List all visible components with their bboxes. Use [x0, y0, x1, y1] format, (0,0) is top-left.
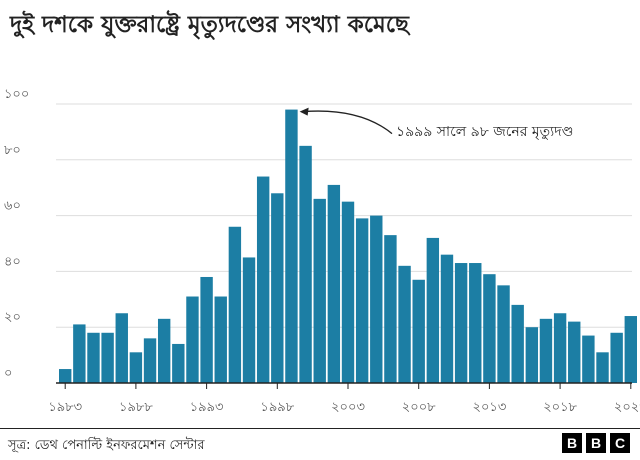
bar-1988 [129, 352, 143, 383]
bar-2018 [553, 313, 567, 383]
bar-2012 [469, 263, 482, 383]
source-note: সূত্র: ডেথ পেনাল্টি ইনফরমেশন সেন্টার [8, 438, 205, 453]
y-tick-label: ৪০ [4, 254, 21, 269]
bars [59, 109, 637, 383]
x-tick-label: ১৯৮৩ [48, 400, 82, 415]
logo-letter: B [586, 433, 606, 453]
bar-2001 [313, 198, 326, 383]
bar-2009 [426, 237, 440, 383]
y-axis-ticks: ০ ২০ ৪০ ৬০ ৮০ ১০০ [4, 87, 29, 381]
bar-2016 [525, 327, 539, 383]
bar-2021 [596, 352, 609, 383]
logo-letter: B [562, 433, 582, 453]
x-tick-label: ১৯৮৮ [119, 400, 153, 415]
bar-2015 [511, 304, 524, 383]
bar-2004 [355, 218, 369, 383]
bar-1991 [172, 343, 185, 383]
chart-title: দুই দশকে যুক্তরাষ্ট্রে মৃত্যুদণ্ডের সংখ্… [10, 12, 409, 38]
bar-1983 [59, 369, 72, 383]
bar-1995 [228, 226, 242, 383]
bbc-logo: B B C [562, 433, 630, 453]
bar-2007 [398, 265, 411, 383]
x-tick-label: ২০২৩ [614, 400, 640, 415]
bar-1996 [242, 257, 256, 383]
x-tick-label: ১৯৯৩ [190, 400, 224, 415]
annotation-arrow [303, 110, 393, 135]
annotation-label: ১৯৯৯ সালে ৯৮ জনের মৃত্যুদণ্ড [396, 124, 573, 140]
logo-letter: C [610, 433, 630, 453]
bar-1992 [186, 296, 199, 383]
bar-2022 [610, 332, 623, 383]
bar-2019 [568, 321, 581, 383]
bar-2023 [624, 316, 637, 383]
bar-1989 [143, 338, 157, 383]
annotation-arrowhead [299, 107, 309, 116]
bar-1999 [285, 109, 298, 383]
x-tick-label: ২০১৩ [473, 400, 507, 415]
x-axis: ১৯৮৩ ১৯৮৮ ১৯৯৩ ১৯৯৮ ২০০৩ ২০০৮ ২০১৩ ২০১৮ ২০২৩ [48, 382, 640, 415]
bar-2013 [483, 274, 496, 383]
bar-2014 [497, 285, 510, 383]
y-tick-label: ১০০ [4, 87, 29, 102]
x-tick-label: ১৯৯৮ [260, 400, 294, 415]
bar-2003 [341, 201, 355, 383]
bar-2002 [327, 184, 341, 383]
footer-divider [0, 428, 640, 429]
bar-2020 [582, 335, 595, 383]
bar-chart: ০ ২০ ৪০ ৬০ ৮০ ১০০ ১৯৮৩ ১৯৮৮ ১৯৯৩ ১৯৯৮ ২০০৩ ২০০৮ ২০১… [4, 87, 640, 415]
bar-2017 [539, 318, 553, 383]
bar-2011 [454, 263, 468, 383]
y-tick-label: ২০ [4, 310, 21, 325]
bar-1986 [101, 332, 114, 383]
bar-2010 [440, 254, 454, 383]
bar-1990 [157, 318, 171, 383]
bar-1984 [73, 324, 86, 383]
x-tick-label: ২০০৩ [331, 400, 365, 415]
x-tick-label: ২০১৮ [543, 400, 577, 415]
bar-1987 [115, 313, 128, 383]
bar-1998 [271, 193, 284, 383]
y-tick-label: ৮০ [4, 143, 21, 158]
bar-2008 [412, 279, 425, 383]
bar-2006 [384, 235, 397, 383]
x-tick-label: ২০০৮ [402, 400, 436, 415]
y-tick-label: ০ [4, 366, 12, 381]
y-tick-label: ৬০ [4, 199, 21, 214]
bar-1985 [87, 332, 100, 383]
bar-1993 [200, 276, 213, 383]
bar-1994 [214, 296, 227, 383]
annotation: ১৯৯৯ সালে ৯৮ জনের মৃত্যুদণ্ড [299, 107, 573, 140]
bar-2005 [370, 215, 383, 383]
bar-2000 [299, 145, 312, 383]
bar-1997 [256, 176, 270, 383]
